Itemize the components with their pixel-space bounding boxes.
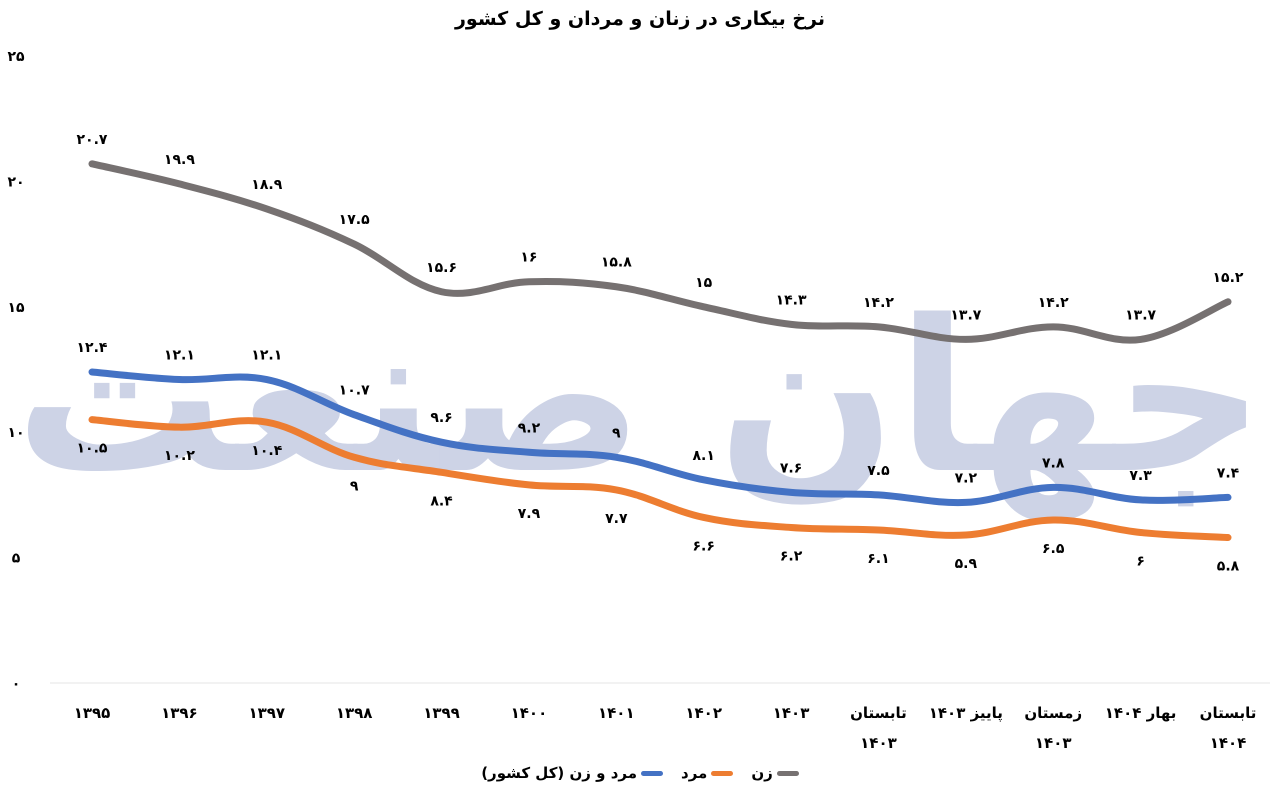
series-women-data-label: ۱۵.۸ [601, 255, 632, 271]
series-total-data-label: ۷.۲ [955, 470, 978, 486]
legend-label-women: زن [751, 764, 773, 782]
legend-item-men[interactable]: مرد [681, 764, 734, 782]
chart-title: نرخ بیکاری در زنان و مردان و کل کشور [454, 8, 826, 30]
series-total-data-label: ۱۲.۴ [77, 340, 108, 356]
data-labels: ۲۰.۷ ۱۹.۹ ۱۸.۹ ۱۷.۵ ۱۵.۶ ۱۶ ۱۵.۸ ۱۵ ۱۴.۳ ۱۴.۲ ۱۳.۷… [77, 132, 1244, 575]
series-women-data-label: ۱۹.۹ [164, 152, 195, 168]
series-men-data-label: ۷.۷ [605, 511, 628, 527]
series-women-data-label: ۱۳.۷ [1125, 307, 1156, 323]
x-tick-label: تابستان [850, 704, 907, 722]
y-tick-label: ۲۵ [7, 49, 25, 65]
series-layer [88, 160, 1232, 542]
series-men-data-label: ۹ [350, 478, 359, 494]
series-men-data-label: ۱۰.۲ [164, 448, 195, 464]
legend: زن مرد مرد و زن (کل کشور) [0, 764, 1280, 782]
series-men-line [88, 416, 1232, 542]
series-total-line [88, 368, 1232, 507]
x-tick-label: تابستان [1200, 704, 1257, 722]
series-men-data-label: ۷.۹ [518, 506, 541, 522]
x-tick-label: ۱۳۹۸ [336, 704, 373, 722]
x-axis: ۱۳۹۵ ۱۳۹۶ ۱۳۹۷ ۱۳۹۸ ۱۳۹۹ ۱۴۰۰ ۱۴۰۱ ۱۴۰۲ ۱۴۰۳ تابس… [74, 704, 1257, 752]
series-men-data-label: ۶.۲ [780, 549, 803, 565]
series-total-data-label: ۷.۶ [780, 460, 802, 476]
x-tick-label: ۱۴۰۳ [1035, 734, 1072, 752]
series-women-data-label: ۱۶ [520, 250, 537, 266]
series-men-data-label: ۵.۹ [955, 556, 978, 572]
watermark-text: جهان صنعت [15, 275, 1266, 522]
legend-label-men: مرد [681, 764, 708, 782]
series-men-data-label: ۶.۵ [1042, 541, 1065, 557]
series-men-data-label: ۱۰.۵ [77, 441, 108, 457]
legend-swatch-men [711, 770, 734, 776]
x-tick-label: ۱۴۰۱ [598, 704, 635, 722]
watermark: جهان صنعت [15, 275, 1266, 522]
series-total-data-label: ۷.۴ [1217, 465, 1240, 481]
x-tick-label: ۱۴۰۴ [1210, 734, 1247, 752]
series-total-data-label: ۱۰.۷ [339, 383, 370, 399]
x-tick-label: ۱۴۰۳ [773, 704, 810, 722]
x-tick-label: زمستان [1024, 704, 1082, 722]
x-tick-label: ۱۴۰۰ [511, 704, 548, 722]
series-women-data-label: ۱۷.۵ [339, 212, 370, 228]
series-men-data-label: ۵.۸ [1217, 559, 1240, 575]
series-women-data-label: ۱۳.۷ [950, 307, 981, 323]
series-women-data-label: ۱۸.۹ [251, 177, 282, 193]
series-total-data-label: ۹.۲ [518, 420, 541, 436]
legend-item-women[interactable]: زن [751, 764, 799, 782]
y-tick-label: ۱۵ [7, 300, 25, 316]
series-total-data-label: ۸.۱ [692, 448, 714, 464]
x-tick-label: ۱۴۰۳ [860, 734, 897, 752]
x-tick-label: بهار ۱۴۰۴ [1105, 704, 1177, 722]
x-tick-label: ۱۴۰۲ [685, 704, 722, 722]
series-men-data-label: ۸.۴ [430, 493, 453, 509]
series-total-data-label: ۹.۶ [430, 410, 452, 426]
series-women-data-label: ۲۰.۷ [77, 132, 108, 148]
y-axis: ۰ ۵ ۱۰ ۱۵ ۲۰ ۲۵ [7, 49, 25, 692]
series-women-line [88, 160, 1232, 344]
y-tick-label: ۱۰ [7, 425, 24, 441]
series-men-data-label: ۶.۱ [867, 551, 889, 567]
series-total-data-label: ۱۲.۱ [164, 348, 195, 364]
x-tick-label: ۱۳۹۶ [161, 704, 198, 722]
series-total-data-label: ۷.۸ [1042, 455, 1065, 471]
series-total-data-label: ۷.۳ [1129, 468, 1152, 484]
series-men-data-label: ۶.۶ [692, 538, 714, 554]
y-tick-label: ۲۰ [7, 174, 24, 190]
legend-item-total[interactable]: مرد و زن (کل کشور) [481, 764, 664, 782]
legend-swatch-total [641, 770, 664, 776]
series-women-data-label: ۱۵.۶ [426, 260, 457, 276]
series-women-data-label: ۱۴.۲ [863, 295, 894, 311]
y-tick-label: ۰ [12, 676, 21, 692]
x-tick-label: ۱۳۹۵ [74, 704, 111, 722]
x-tick-label: ۱۳۹۹ [423, 704, 460, 722]
legend-swatch-women [776, 770, 799, 776]
x-tick-label: پاییز ۱۴۰۳ [929, 704, 1003, 723]
series-total-data-label: ۹ [612, 425, 621, 441]
series-total-data-label: ۷.۵ [867, 463, 890, 479]
series-men-data-label: ۱۰.۴ [251, 443, 282, 459]
series-women-data-label: ۱۵ [695, 275, 713, 291]
series-women-data-label: ۱۵.۲ [1213, 270, 1244, 286]
series-men-data-label: ۶ [1136, 554, 1145, 570]
series-total-data-label: ۱۲.۱ [251, 348, 282, 364]
x-tick-label: ۱۳۹۷ [248, 704, 285, 722]
series-women-data-label: ۱۴.۲ [1038, 295, 1069, 311]
legend-label-total: مرد و زن (کل کشور) [481, 764, 638, 782]
y-tick-label: ۵ [12, 551, 21, 567]
series-women-data-label: ۱۴.۳ [776, 292, 807, 308]
